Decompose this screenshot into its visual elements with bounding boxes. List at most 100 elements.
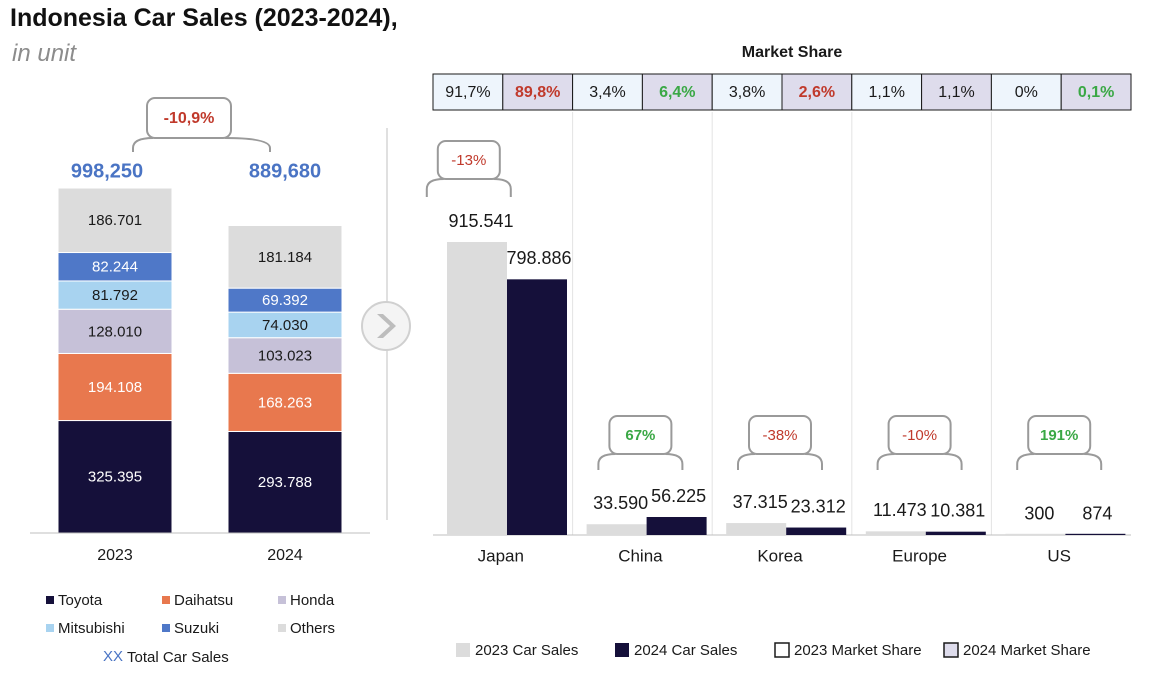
legend-label-honda: Honda [290,592,335,609]
legend-label-others: Others [290,620,335,637]
stack-segment-honda-2023 [57,308,173,354]
chart-title: Indonesia Car Sales (2023-2024), [10,4,398,32]
stack-segment-suzuki-2023 [57,252,173,282]
category-label-europe: Europe [892,546,947,565]
value-label-2023-us: 300 [1024,504,1054,524]
arrow-circle [361,301,411,351]
total-change-callout-box [146,97,232,139]
total-change-label: -10,9% [164,110,215,127]
bar-2024-car-sales-europe [925,531,986,535]
legend-total-label: Total Car Sales [127,649,229,666]
legend-swatch-mitsubishi [46,624,54,632]
legend-swatch-2023-car-sales [456,643,470,657]
legend-label-2023-car-sales: 2023 Car Sales [475,642,578,659]
change-label-europe: -10% [902,427,937,444]
bar-2024-car-sales-korea [786,527,847,535]
legend-label-toyota: Toyota [58,592,103,609]
change-callout-china-left-leg [597,453,616,470]
stack-segment-toyota-2024 [227,430,343,534]
segment-label-honda-2023: 128.010 [88,323,142,340]
market-share-value-4: 3,8% [729,84,765,101]
total-change-callout [132,97,271,152]
market-share-cell-5 [781,73,853,111]
legend-swatch-suzuki [162,624,170,632]
change-callout-korea-box [748,415,812,455]
legend-swatch-2023-market-share [774,642,790,658]
market-share-cell-6 [851,73,923,111]
bar-2023-car-sales-korea [726,523,787,535]
stack-segment-others-2023 [57,187,173,254]
bar-2024-car-sales-us [1065,533,1126,535]
category-label-korea: Korea [757,546,803,565]
change-callout-europe-right-leg [944,453,963,470]
legend-label-mitsubishi: Mitsubishi [58,620,125,637]
stack-segment-others-2024 [227,225,343,289]
change-callout-japan [425,140,512,197]
change-callout-europe-box [887,415,952,455]
segment-label-mitsubishi-2024: 74.030 [262,317,308,334]
change-callout-korea-left-leg [737,453,756,470]
change-callout-korea [737,415,823,470]
bar-2023-car-sales-europe [865,531,926,535]
bar-2024-car-sales-china [646,517,707,535]
market-share-value-5: 2,6% [799,84,835,101]
change-callout-china [597,415,684,470]
bar-2023-car-sales-china [586,524,647,535]
change-callout-japan-box [436,140,501,180]
legend-swatch-honda [278,596,286,604]
legend-swatch-2024-car-sales [615,643,629,657]
total-change-callout-left-leg [132,137,154,152]
segment-label-toyota-2023: 325.395 [88,469,142,486]
value-label-2024-japan: 798.886 [506,248,571,268]
bar-2024-car-sales-japan [507,279,567,535]
value-label-2023-japan: 915.541 [448,211,513,231]
total-label-2023: 998,250 [71,160,143,182]
change-label-us: 191% [1040,427,1078,444]
legend-swatch-toyota [46,596,54,604]
legend-swatch-others [278,624,286,632]
category-label-us: US [1047,546,1071,565]
market-share-value-1: 89,8% [515,84,560,101]
market-share-value-9: 0,1% [1078,84,1114,101]
value-label-2023-korea: 37.315 [733,492,788,512]
value-label-2024-korea: 23.312 [791,496,846,516]
change-callout-us-left-leg [1016,453,1035,470]
market-share-value-6: 1,1% [868,84,904,101]
market-share-value-3: 6,4% [659,84,695,101]
category-label-china: China [618,546,663,565]
segment-label-others-2024: 181.184 [258,249,312,266]
stack-segment-daihatsu-2024 [227,372,343,432]
change-callout-china-box [608,415,673,455]
change-callout-us-right-leg [1084,453,1103,470]
change-callout-europe [876,415,963,470]
legend-label-suzuki: Suzuki [174,620,219,637]
segment-label-honda-2024: 103.023 [258,347,312,364]
legend-swatch-2024-market-share [943,642,959,658]
bar-2023-car-sales-japan [447,242,507,535]
segment-label-toyota-2024: 293.788 [258,474,312,491]
legend-total-marker: XX [103,648,123,665]
total-label-2024: 889,680 [249,160,321,182]
category-label-japan: Japan [478,546,524,565]
chart-subtitle: in unit [12,40,77,67]
legend-label-2024-market-share: 2024 Market Share [963,642,1091,659]
value-label-2023-china: 33.590 [593,493,648,513]
change-callout-japan-right-leg [493,178,512,197]
value-label-2024-europe: 10.381 [930,500,985,520]
arrow-chevron [377,314,396,338]
change-callout-china-right-leg [665,453,684,470]
market-share-cell-9 [1060,73,1132,111]
total-change-callout-right-leg [224,137,271,152]
market-share-value-2: 3,4% [589,84,625,101]
value-label-2023-europe: 11.473 [873,500,927,520]
category-label-2023: 2023 [97,547,133,564]
market-share-value-0: 91,7% [445,84,490,101]
value-label-2024-us: 874 [1082,503,1112,523]
stack-segment-daihatsu-2023 [57,352,173,422]
market-share-cell-4 [711,73,783,111]
market-share-value-8: 0% [1015,84,1038,101]
change-callout-japan-left-leg [425,178,444,197]
category-label-2024: 2024 [267,547,303,564]
market-share-title: Market Share [742,44,843,61]
market-share-cell-7 [921,73,992,111]
